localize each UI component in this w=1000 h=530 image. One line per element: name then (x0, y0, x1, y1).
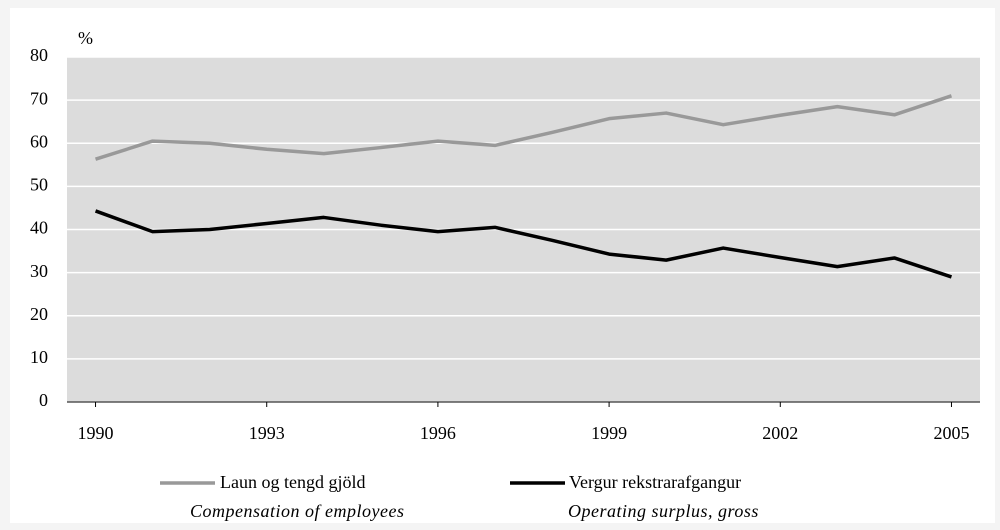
x-tick-label: 1999 (591, 423, 627, 443)
y-tick-label: 0 (39, 390, 48, 410)
y-tick-label: 40 (30, 218, 48, 238)
y-tick-label: 50 (30, 175, 48, 195)
x-tick-label: 1990 (78, 423, 114, 443)
y-tick-label: 30 (30, 261, 48, 281)
y-tick-label: 20 (30, 304, 48, 324)
data-line (95, 94, 953, 161)
x-tick-label: 1996 (420, 423, 456, 443)
legend-label: Vergur rekstrarafgangur (569, 472, 741, 492)
data-line (94, 209, 953, 279)
x-tick-label: 2002 (762, 423, 798, 443)
legend-label-en: Compensation of employees (190, 501, 404, 521)
y-tick-label: 80 (30, 45, 48, 65)
y-tick-label: 60 (30, 131, 48, 151)
y-tick-label: 10 (30, 347, 48, 367)
x-tick-label: 1993 (249, 423, 285, 443)
legend-label-en: Operating surplus, gross (568, 501, 759, 521)
x-tick-label: 2005 (933, 423, 969, 443)
legend-label: Laun og tengd gjöld (220, 472, 365, 492)
y-tick-label: 70 (30, 88, 48, 108)
y-axis-label: % (78, 28, 93, 48)
